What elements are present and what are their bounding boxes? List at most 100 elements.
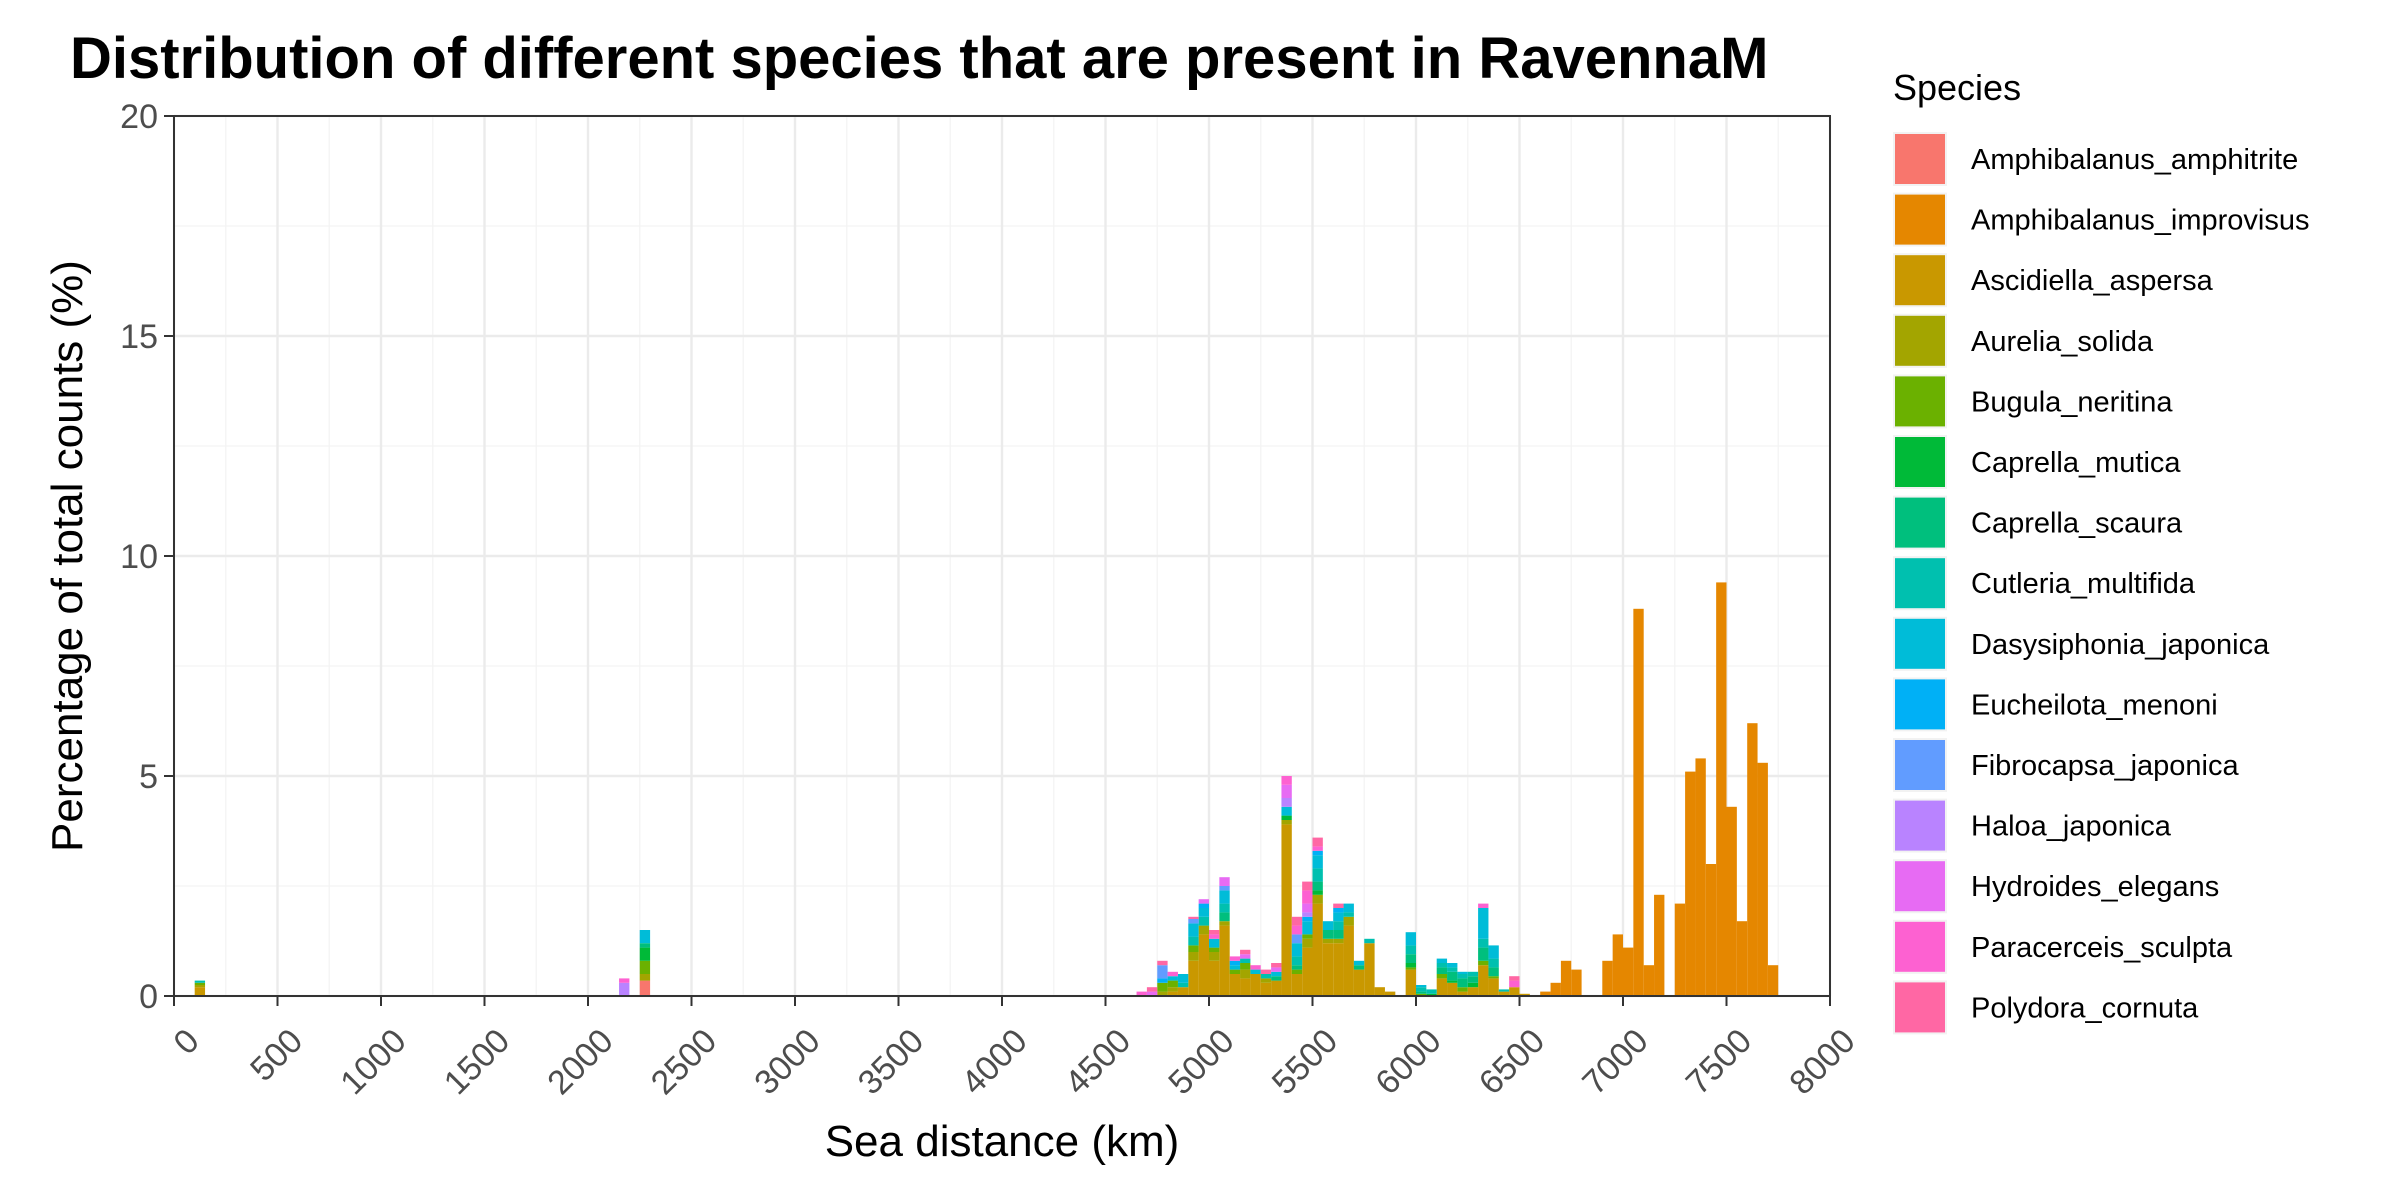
bar-segment-ascidiella-aspersa <box>1302 947 1313 996</box>
bar-segment-dasysiphonia-japonica <box>1302 921 1313 935</box>
bar-segment-ascidiella-aspersa <box>1405 969 1416 996</box>
bar-segment-polydora-cornuta <box>1146 987 1158 992</box>
bar-segment-paracerceis-sculpta <box>1302 890 1313 904</box>
bar-segment-dasysiphonia-japonica <box>1436 958 1448 963</box>
bar-segment-hydroides-elegans <box>1198 899 1209 904</box>
bar-segment-bugula-neritina <box>1209 947 1220 952</box>
bar-segment-paracerceis-sculpta <box>1291 925 1303 935</box>
bar-segment-dasysiphonia-japonica <box>1250 969 1261 974</box>
legend-label: Paracerceis_sculpta <box>1971 932 2233 964</box>
legend-label: Amphibalanus_amphitrite <box>1971 144 2298 176</box>
legend-label: Fibrocapsa_japonica <box>1971 750 2239 782</box>
bar-segment-aurelia-solida <box>1188 952 1199 961</box>
bar-segment-polydora-cornuta <box>1240 949 1251 955</box>
bar-segment-polydora-cornuta <box>1188 916 1199 919</box>
bar-segment-polydora-cornuta <box>1209 930 1220 935</box>
chart-title: Distribution of different species that a… <box>70 26 1768 91</box>
bar-segment-dasysiphonia-japonica <box>639 930 651 944</box>
bar-segment-cutleria-multifida <box>1312 868 1323 882</box>
bar-segment-amphibalanus-improvisus <box>1571 969 1582 996</box>
legend-label: Dasysiphonia_japonica <box>1971 629 2270 661</box>
bar-segment-ascidiella-aspersa <box>1177 987 1189 996</box>
bar-segment-ascidiella-aspersa <box>1467 987 1479 996</box>
bar-segment-bugula-neritina <box>1416 993 1427 996</box>
bar-segment-cutleria-multifida <box>1343 912 1354 917</box>
bar-segment-polydora-cornuta <box>1291 916 1303 926</box>
bar-segment-amphibalanus-improvisus <box>1716 582 1727 996</box>
legend-label: Amphibalanus_improvisus <box>1971 205 2310 237</box>
bar-segment-aurelia-solida <box>1240 969 1251 979</box>
plot-panel <box>172 114 1832 998</box>
legend-label: Ascidiella_aspersa <box>1971 265 2214 297</box>
bar-segment-bugula-neritina <box>1302 934 1313 939</box>
bar-segment-aurelia-solida <box>1209 952 1220 961</box>
bar-segment-ascidiella-aspersa <box>1509 987 1520 996</box>
bar-segment-caprella-mutica <box>639 947 651 961</box>
bar-segment-amphibalanus-improvisus <box>1695 758 1706 996</box>
bar-segment-eucheilota-menoni <box>1312 850 1323 856</box>
bar-segment-ascidiella-aspersa <box>1498 991 1510 996</box>
bar-segment-amphibalanus-improvisus <box>1540 991 1551 996</box>
bar-segment-cutleria-multifida <box>1416 987 1427 992</box>
bar-segment-ascidiella-aspersa <box>1364 943 1375 996</box>
y-tick-label: 0 <box>139 978 158 1016</box>
bar-segment-bugula-neritina <box>1188 945 1199 952</box>
bar-segment-ascidiella-aspersa <box>1291 974 1303 996</box>
legend-label: Caprella_scaura <box>1971 508 2183 540</box>
bar-segment-ascidiella-aspersa <box>1322 943 1334 996</box>
bar-segment-paracerceis-sculpta <box>1281 776 1292 785</box>
bar-segment-caprella-scaura <box>1219 912 1230 922</box>
bar-segment-bugula-neritina <box>1229 969 1241 974</box>
bar-segment-dasysiphonia-japonica <box>1457 971 1468 974</box>
legend-title: Species <box>1893 67 2021 108</box>
bar-segment-ascidiella-aspersa <box>1436 978 1448 996</box>
bar-segment-dasysiphonia-japonica <box>1229 965 1241 970</box>
bar-segment-aurelia-solida <box>1157 991 1168 996</box>
legend-label: Eucheilota_menoni <box>1971 689 2218 721</box>
bar-segment-dasysiphonia-japonica <box>1343 903 1354 913</box>
legend-key <box>1895 194 1945 245</box>
bar-segment-ascidiella-aspersa <box>1240 978 1251 996</box>
legend-key <box>1895 134 1945 184</box>
legend-key <box>1895 800 1945 851</box>
legend-key <box>1895 618 1945 669</box>
bar-segment-aurelia-solida <box>1167 987 1178 992</box>
y-axis: 0 5 10 15 20 <box>120 98 174 1016</box>
bar-segment-polydora-cornuta <box>1260 969 1272 974</box>
bar-segment-amphibalanus-improvisus <box>1633 608 1644 996</box>
bar-segment-caprella-scaura <box>1447 971 1458 981</box>
legend-label: Polydora_cornuta <box>1971 992 2199 1024</box>
bar-segment-dasysiphonia-japonica <box>1291 943 1303 957</box>
bar-segment-dasysiphonia-japonica <box>1416 985 1427 988</box>
legend-key <box>1895 861 1945 912</box>
bar-segment-hydroides-elegans <box>1281 784 1292 798</box>
bar-segment-ascidiella-aspersa <box>1333 943 1344 996</box>
bar-segment-hydroides-elegans <box>1240 954 1251 959</box>
bar-segment-cutleria-multifida <box>1198 916 1209 926</box>
bar-segment-cutleria-multifida <box>1467 971 1479 977</box>
bar-segment-dasysiphonia-japonica <box>1281 806 1292 816</box>
bar-segment-cutleria-multifida <box>1478 938 1489 948</box>
bar-segment-amphibalanus-improvisus <box>1550 982 1561 996</box>
bars <box>194 582 1779 996</box>
bar-segment-bugula-neritina <box>194 982 206 985</box>
bar-segment-caprella-scaura <box>1271 976 1282 981</box>
bar-segment-ascidiella-aspersa <box>1188 960 1199 996</box>
legend-key <box>1895 255 1945 306</box>
y-tick-label: 5 <box>139 758 158 796</box>
bar-segment-amphibalanus-improvisus <box>1767 965 1779 996</box>
bar-segment-caprella-mutica <box>1426 993 1437 996</box>
bar-segment-amphibalanus-improvisus <box>1757 762 1768 996</box>
bar-segment-paracerceis-sculpta <box>1167 971 1178 977</box>
bar-segment-ascidiella-aspersa <box>1519 993 1530 996</box>
bar-segment-fibrocapsa-japonica <box>1291 934 1303 944</box>
bar-segment-cutleria-multifida <box>1364 938 1375 944</box>
legend-items: Amphibalanus_amphitrite Amphibalanus_impr… <box>1893 132 2310 1035</box>
legend-label: Hydroides_elegans <box>1971 871 2219 903</box>
bar-segment-cutleria-multifida <box>1333 921 1344 930</box>
bar-segment-dasysiphonia-japonica <box>1405 932 1416 946</box>
bar-segment-polydora-cornuta <box>1333 903 1344 908</box>
legend-key <box>1895 437 1945 487</box>
legend-label: Aurelia_solida <box>1971 326 2154 358</box>
bar-segment-amphibalanus-improvisus <box>1602 960 1613 996</box>
